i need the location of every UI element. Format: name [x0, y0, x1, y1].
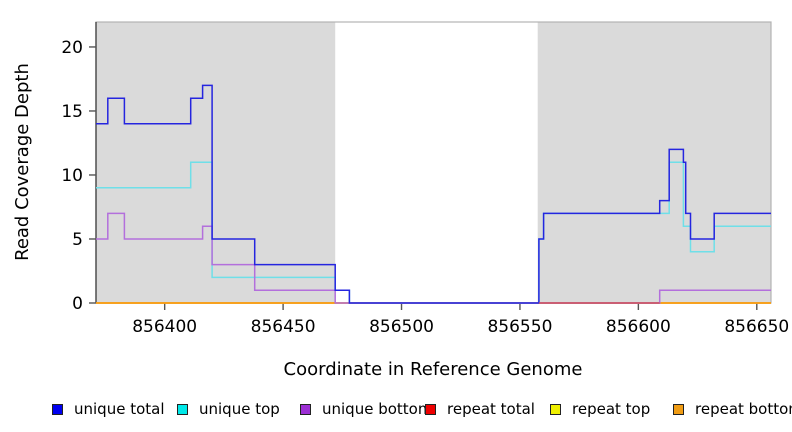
x-tick-label: 856600 — [606, 317, 671, 337]
x-tick-label: 856500 — [369, 317, 434, 337]
legend-item-unique-total: unique total — [52, 399, 165, 419]
legend-item-repeat-bottom: repeat bottom — [673, 399, 792, 419]
legend-label: repeat total — [447, 400, 535, 418]
legend-label: repeat bottom — [695, 400, 792, 418]
x-tick-label: 856650 — [724, 317, 789, 337]
y-tick-label: 15 — [61, 102, 83, 122]
legend-item-repeat-total: repeat total — [425, 399, 535, 419]
y-axis-label: Read Coverage Depth — [12, 63, 33, 261]
legend-swatch-icon — [425, 403, 436, 415]
legend-item-unique-top: unique top — [177, 399, 280, 419]
legend-swatch-icon — [673, 403, 684, 415]
legend: unique total unique top unique bottom repea… — [0, 399, 792, 421]
y-tick-label: 10 — [61, 166, 83, 186]
x-tick-label: 856550 — [487, 317, 552, 337]
series-line-unique-total — [96, 84, 771, 304]
legend-item-unique-bottom: unique bottom — [300, 399, 432, 419]
legend-swatch-icon — [550, 403, 561, 415]
legend-label: repeat top — [572, 400, 651, 418]
shaded-region — [96, 22, 336, 303]
shaded-region — [537, 22, 771, 303]
legend-label: unique total — [74, 400, 165, 418]
legend-label: unique bottom — [322, 400, 433, 418]
x-tick-label: 856400 — [132, 317, 197, 337]
y-tick-label: 0 — [72, 294, 83, 314]
legend-swatch-icon — [177, 403, 188, 415]
legend-item-repeat-top: repeat top — [550, 399, 650, 419]
x-tick-label: 856450 — [251, 317, 316, 337]
legend-label: unique top — [199, 400, 280, 418]
legend-swatch-icon — [52, 403, 63, 415]
x-axis-label: Coordinate in Reference Genome — [284, 359, 583, 380]
y-tick-label: 5 — [72, 230, 83, 250]
y-tick-label: 20 — [61, 38, 83, 58]
legend-swatch-icon — [300, 403, 311, 415]
